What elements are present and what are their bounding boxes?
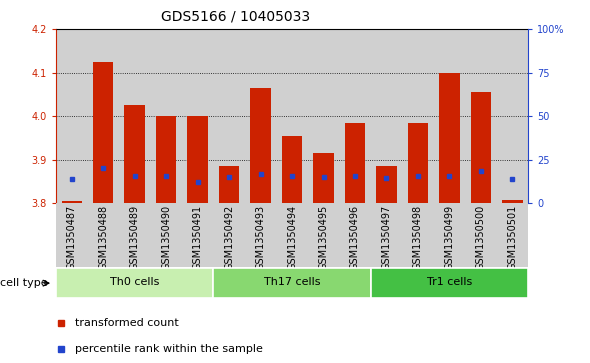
- Bar: [276, 203, 308, 267]
- Bar: [497, 203, 528, 267]
- Text: GSM1350496: GSM1350496: [350, 205, 360, 270]
- Bar: [150, 203, 182, 267]
- Text: Th17 cells: Th17 cells: [264, 277, 320, 287]
- Text: GSM1350487: GSM1350487: [67, 205, 77, 270]
- Text: Tr1 cells: Tr1 cells: [427, 277, 472, 287]
- Bar: [497, 29, 528, 203]
- Bar: [214, 203, 245, 267]
- Bar: [371, 29, 402, 203]
- Bar: [502, 200, 523, 203]
- Bar: [408, 123, 428, 203]
- Text: GSM1350491: GSM1350491: [193, 205, 202, 270]
- Text: GSM1350489: GSM1350489: [130, 205, 140, 270]
- Bar: [119, 29, 150, 203]
- Bar: [182, 203, 214, 267]
- Text: GSM1350501: GSM1350501: [507, 205, 517, 270]
- Bar: [345, 123, 365, 203]
- Text: GSM1350494: GSM1350494: [287, 205, 297, 270]
- Bar: [339, 29, 371, 203]
- Bar: [308, 203, 339, 267]
- Bar: [245, 29, 276, 203]
- Bar: [371, 203, 402, 267]
- Bar: [119, 203, 150, 267]
- Text: cell type: cell type: [0, 278, 48, 288]
- Bar: [465, 29, 497, 203]
- Bar: [465, 203, 497, 267]
- Text: GSM1350497: GSM1350497: [382, 205, 391, 270]
- Text: GSM1350500: GSM1350500: [476, 205, 486, 270]
- Bar: [402, 29, 434, 203]
- Bar: [214, 29, 245, 203]
- Bar: [219, 166, 240, 203]
- Bar: [339, 203, 371, 267]
- Bar: [439, 73, 460, 203]
- Bar: [56, 203, 87, 267]
- Text: percentile rank within the sample: percentile rank within the sample: [75, 343, 263, 354]
- Text: GSM1350488: GSM1350488: [99, 205, 108, 270]
- Text: GSM1350498: GSM1350498: [413, 205, 423, 270]
- Text: GSM1350490: GSM1350490: [161, 205, 171, 270]
- Text: GSM1350492: GSM1350492: [224, 205, 234, 270]
- Bar: [124, 105, 145, 203]
- Bar: [471, 92, 491, 203]
- Bar: [87, 29, 119, 203]
- Bar: [93, 62, 113, 203]
- Bar: [182, 29, 214, 203]
- Bar: [61, 201, 82, 203]
- Bar: [56, 269, 214, 298]
- Bar: [434, 29, 465, 203]
- Bar: [188, 116, 208, 203]
- Bar: [214, 269, 371, 298]
- Text: transformed count: transformed count: [75, 318, 179, 328]
- Bar: [276, 29, 308, 203]
- Text: GDS5166 / 10405033: GDS5166 / 10405033: [161, 9, 310, 23]
- Bar: [87, 203, 119, 267]
- Bar: [313, 153, 334, 203]
- Bar: [434, 203, 465, 267]
- Bar: [308, 29, 339, 203]
- Text: GSM1350495: GSM1350495: [319, 205, 329, 270]
- Bar: [250, 88, 271, 203]
- Bar: [56, 29, 87, 203]
- Bar: [371, 269, 528, 298]
- Bar: [156, 116, 176, 203]
- Bar: [282, 136, 302, 203]
- Text: GSM1350499: GSM1350499: [444, 205, 454, 270]
- Bar: [376, 166, 396, 203]
- Bar: [402, 203, 434, 267]
- Text: Th0 cells: Th0 cells: [110, 277, 159, 287]
- Text: GSM1350493: GSM1350493: [255, 205, 266, 270]
- Bar: [150, 29, 182, 203]
- Bar: [245, 203, 276, 267]
